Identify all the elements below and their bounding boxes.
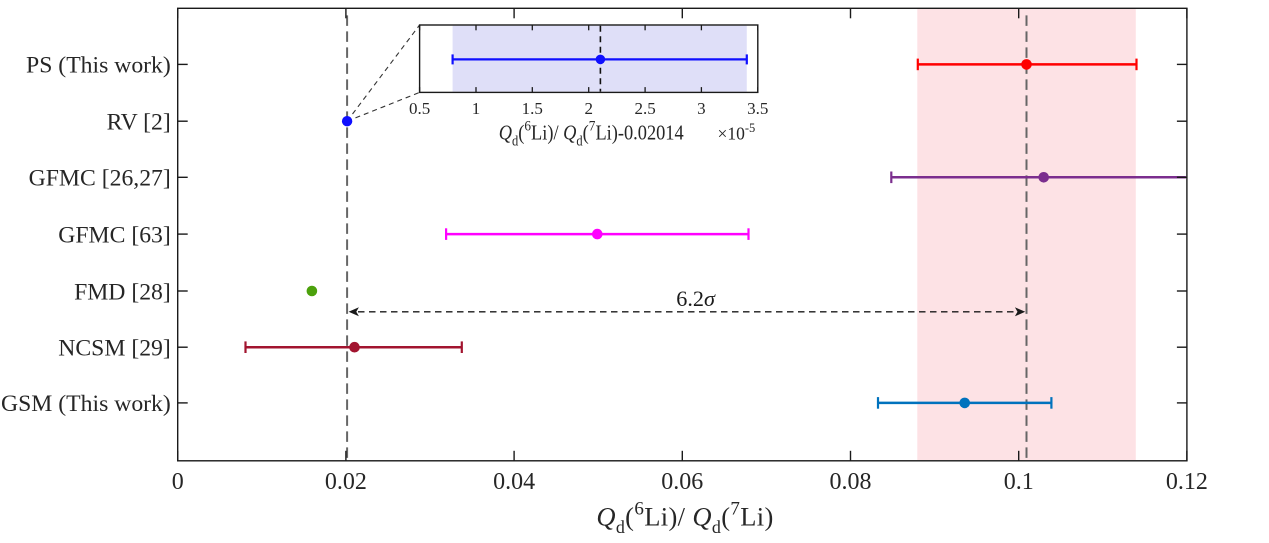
svg-text:0.06: 0.06	[661, 469, 703, 495]
svg-text:0.08: 0.08	[830, 469, 872, 495]
svg-text:GFMC [63]: GFMC [63]	[58, 222, 171, 248]
svg-text:0: 0	[172, 469, 184, 495]
svg-text:2: 2	[584, 99, 593, 118]
svg-text:3: 3	[697, 99, 706, 118]
svg-text:2.5: 2.5	[634, 99, 655, 118]
svg-text:NCSM [29]: NCSM [29]	[58, 336, 171, 362]
svg-text:Qd(6Li)/ Qd(7Li): Qd(6Li)/ Qd(7Li)	[596, 499, 773, 538]
svg-text:0.02: 0.02	[325, 469, 367, 495]
svg-text:GFMC [26,27]: GFMC [26,27]	[29, 166, 171, 192]
svg-text:Qd(6Li)/ Qd(7Li)-0.02014: Qd(6Li)/ Qd(7Li)-0.02014	[499, 118, 684, 149]
svg-text:6.2σ: 6.2σ	[676, 286, 716, 311]
svg-text:1: 1	[472, 99, 481, 118]
svg-text:0.5: 0.5	[409, 99, 430, 118]
svg-text:0.12: 0.12	[1166, 469, 1208, 495]
svg-text:0.04: 0.04	[493, 469, 535, 495]
svg-text:PS (This work): PS (This work)	[26, 53, 171, 79]
svg-text:FMD [28]: FMD [28]	[74, 279, 171, 305]
svg-text:3.5: 3.5	[747, 99, 768, 118]
svg-text:1.5: 1.5	[522, 99, 543, 118]
svg-text:GSM (This work): GSM (This work)	[1, 391, 171, 417]
svg-text:0.1: 0.1	[1004, 469, 1034, 495]
svg-text:RV [2]: RV [2]	[107, 110, 171, 136]
